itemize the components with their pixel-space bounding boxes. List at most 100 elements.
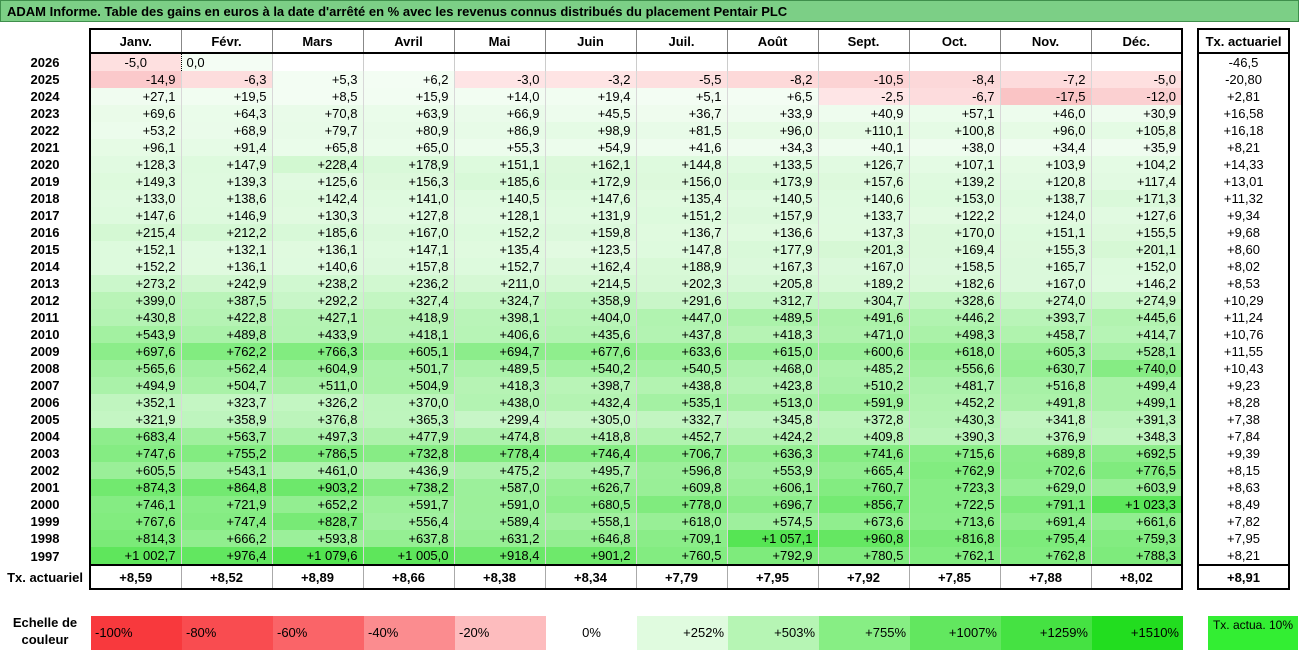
gain-cell: +53,2: [89, 122, 181, 139]
gain-cell: +691,4: [999, 513, 1091, 530]
row-tx-cell: +13,01: [1197, 173, 1290, 190]
month-tx-cell: +7,85: [908, 565, 1000, 590]
gap-cell: [1182, 173, 1198, 190]
gain-cell: +418,9: [362, 309, 454, 326]
gain-cell: +740,0: [1090, 360, 1183, 377]
gain-cell: +589,4: [453, 513, 545, 530]
gain-cell: +792,9: [726, 547, 818, 566]
gain-cell: [817, 53, 909, 71]
gain-cell: +321,9: [89, 411, 181, 428]
year-label: 2018: [30, 191, 60, 206]
gain-cell: +138,7: [999, 190, 1091, 207]
gain-cell: +238,2: [271, 275, 363, 292]
gain-cell: +504,9: [362, 377, 454, 394]
gain-cell: +683,4: [89, 428, 181, 445]
gain-cell: +352,1: [89, 394, 181, 411]
year-label: 2008: [30, 361, 60, 376]
gain-cell: +135,4: [635, 190, 727, 207]
year-label: 2009: [30, 344, 60, 359]
gain-cell: +105,8: [1090, 122, 1183, 139]
gain-cell: +157,8: [362, 258, 454, 275]
month-tx-cell: +7,79: [635, 565, 727, 590]
table-row: 2026 -5,0 0,0 -46,5: [1, 53, 1290, 71]
gain-cell: +816,8: [908, 530, 1000, 547]
gain-cell: +491,6: [817, 309, 909, 326]
gap-cell: [1182, 258, 1198, 275]
table-row: 2018 +133,0 +138,6 +142,4 +141,0 +140,5 +147,6…: [1, 190, 1290, 207]
table-row: 2022 +53,2 +68,9 +79,7 +80,9 +86,9 +98,9 +81,5 +…: [1, 122, 1290, 139]
gain-cell: +543,1: [180, 462, 272, 479]
scale-swatch: +755%: [819, 616, 910, 650]
gain-cell: +136,1: [180, 258, 272, 275]
gain-cell: +759,3: [1090, 530, 1183, 547]
gain-cell: +305,0: [544, 411, 636, 428]
gain-cell: +170,0: [908, 224, 1000, 241]
table-row: 1997 +1 002,7 +976,4 +1 079,6 +1 005,0 +918,4…: [1, 547, 1290, 566]
gain-cell: +497,3: [271, 428, 363, 445]
gain-cell: +328,6: [908, 292, 1000, 309]
gain-cell: +452,7: [635, 428, 727, 445]
gain-cell: +188,9: [635, 258, 727, 275]
month-header: Juil.: [635, 28, 727, 54]
row-tx-cell: +8,53: [1197, 275, 1290, 292]
table-row: 2009 +697,6 +762,2 +766,3 +605,1 +694,7 +677,6…: [1, 343, 1290, 360]
gain-cell: +348,3: [1090, 428, 1183, 445]
row-tx-cell: +7,84: [1197, 428, 1290, 445]
gain-cell: +489,5: [726, 309, 818, 326]
footer-label: Tx. actuariel: [7, 569, 83, 585]
gain-cell: +147,8: [635, 241, 727, 258]
row-tx-cell: +8,02: [1197, 258, 1290, 275]
gain-cell: +274,9: [1090, 292, 1183, 309]
table-row: 2006 +352,1 +323,7 +326,2 +370,0 +438,0 +432,4…: [1, 394, 1290, 411]
gain-cell: +5,3: [271, 71, 363, 88]
table-row: 2021 +96,1 +91,4 +65,8 +65,0 +55,3 +54,9 +41,6 +…: [1, 139, 1290, 156]
gain-cell: +142,4: [271, 190, 363, 207]
gain-cell: +418,1: [362, 326, 454, 343]
gain-cell: -3,0: [453, 71, 545, 88]
year-label: 1998: [30, 531, 60, 546]
gain-cell: +242,9: [180, 275, 272, 292]
gain-cell: +140,5: [726, 190, 818, 207]
gain-cell: +776,5: [1090, 462, 1183, 479]
gain-cell: +157,6: [817, 173, 909, 190]
row-tx-cell: +11,32: [1197, 190, 1290, 207]
gain-cell: -3,2: [544, 71, 636, 88]
gain-cell: +185,6: [271, 224, 363, 241]
gain-cell: +14,0: [453, 88, 545, 105]
gain-cell: +1 005,0: [362, 547, 454, 566]
gain-cell: +332,7: [635, 411, 727, 428]
gain-cell: +661,6: [1090, 513, 1183, 530]
gain-cell: +86,9: [453, 122, 545, 139]
gain-cell: +54,9: [544, 139, 636, 156]
gain-cell: +46,0: [999, 105, 1091, 122]
gain-cell: +152,2: [89, 258, 181, 275]
scale-swatch: +503%: [728, 616, 819, 650]
row-tx-cell: -46,5: [1197, 53, 1290, 71]
gain-cell: [362, 53, 454, 71]
gain-cell: -6,3: [180, 71, 272, 88]
gain-cell: +376,9: [999, 428, 1091, 445]
gain-cell: +141,0: [362, 190, 454, 207]
gain-cell: +140,6: [817, 190, 909, 207]
month-tx-cell: +8,52: [180, 565, 272, 590]
year-label: 2000: [30, 497, 60, 512]
gain-cell: +689,8: [999, 445, 1091, 462]
table-row: 2004 +683,4 +563,7 +497,3 +477,9 +474,8 +418,8…: [1, 428, 1290, 445]
table-row: 2002 +605,5 +543,1 +461,0 +436,9 +475,2 +495,7…: [1, 462, 1290, 479]
gap-cell: [1182, 565, 1198, 589]
gain-cell: +721,9: [180, 496, 272, 513]
gap-cell: [1182, 224, 1198, 241]
gain-cell: +452,2: [908, 394, 1000, 411]
scale-swatch: +1259%: [1001, 616, 1092, 650]
gain-cell: +540,5: [635, 360, 727, 377]
gain-cell: +30,9: [1090, 105, 1183, 122]
gap-cell: [1182, 343, 1198, 360]
gain-cell: +874,3: [89, 479, 181, 496]
year-label: 2006: [30, 395, 60, 410]
gain-cell: +558,1: [544, 513, 636, 530]
gain-cell: +155,3: [999, 241, 1091, 258]
gain-cell: +778,0: [635, 496, 727, 513]
gain-cell: +692,5: [1090, 445, 1183, 462]
gain-cell: +146,9: [180, 207, 272, 224]
gain-cell: +358,9: [544, 292, 636, 309]
